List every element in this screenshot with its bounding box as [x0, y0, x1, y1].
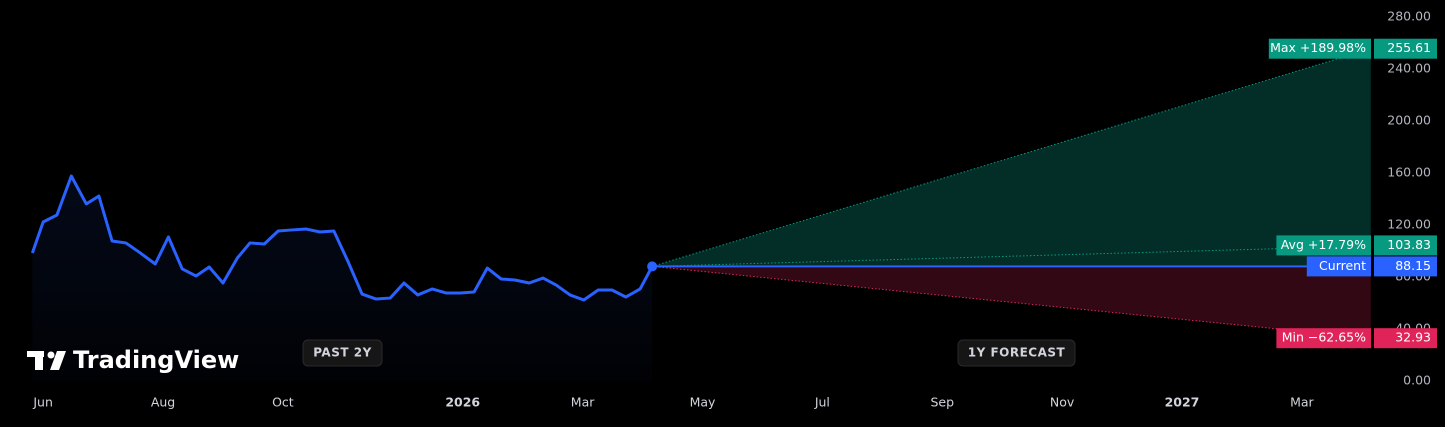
past-line [30, 174, 654, 302]
logo: TradingView [27, 346, 239, 374]
badge-text: PAST 2Y [313, 346, 372, 360]
tag-name-box [1306, 256, 1371, 277]
y-tick-label: 0.00 [1403, 373, 1431, 388]
past-area [32, 175, 653, 381]
tag-value: 103.83 [1387, 237, 1431, 252]
y-tick-label: 120.00 [1387, 217, 1431, 232]
badge-text: 1Y FORECAST [968, 346, 1066, 360]
x-tick-label: Mar [571, 395, 595, 410]
forecast-line [652, 265, 1371, 339]
logo-mark [35, 351, 43, 370]
tag-name-box [1268, 38, 1371, 59]
past-badge: PAST 2Y [302, 339, 383, 367]
x-tick-label: 2026 [445, 395, 480, 410]
tag-name-box [1276, 235, 1371, 256]
tag-name: Current [1319, 258, 1366, 273]
y-tick-label: 200.00 [1387, 113, 1431, 128]
logo-mark [50, 351, 66, 370]
badge-box [302, 339, 383, 367]
badge-box [957, 339, 1076, 367]
x-tick-label: Oct [272, 395, 294, 410]
brand: TradingView [73, 346, 239, 374]
x-tick-label: Mar [1290, 395, 1314, 410]
x-tick-label: May [690, 395, 716, 410]
x-tick-label: Jun [32, 395, 53, 410]
forecast-line [651, 48, 1371, 267]
y-tick-label: 160.00 [1387, 165, 1431, 180]
current-point [647, 261, 658, 272]
tag-value-box [1374, 38, 1437, 59]
tag-value-box [1374, 328, 1437, 349]
tag-name: Avg +17.79% [1281, 237, 1366, 252]
tag-name: Min −62.65% [1282, 330, 1366, 345]
x-tick-label: Jul [814, 395, 830, 410]
x-tick-label: Aug [151, 395, 175, 410]
forecast-line [652, 245, 1371, 267]
tag-value: 88.15 [1395, 258, 1431, 273]
logo-mark [47, 351, 55, 359]
tag-name-box [1276, 328, 1371, 349]
x-tick-label: 2027 [1165, 395, 1200, 410]
x-tick-label: Sep [930, 395, 954, 410]
y-tick-label: 240.00 [1387, 61, 1431, 76]
tag-value: 255.61 [1387, 40, 1431, 55]
y-tick-label: 280.00 [1387, 9, 1431, 24]
x-tick-label: Nov [1050, 395, 1075, 410]
tag-value-box [1374, 256, 1437, 277]
forecast-badge: 1Y FORECAST [957, 339, 1076, 367]
tag-value-box [1374, 235, 1437, 256]
tag-value: 32.93 [1395, 330, 1431, 345]
tag-name: Max +189.98% [1270, 40, 1366, 55]
